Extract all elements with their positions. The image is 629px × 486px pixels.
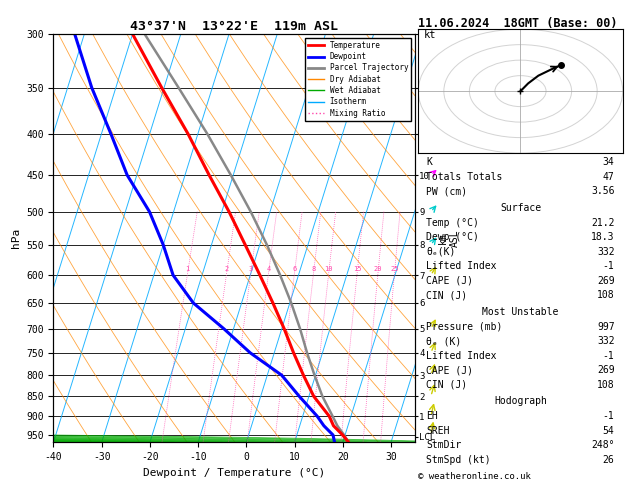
Text: 20: 20	[374, 266, 382, 272]
Text: 54: 54	[603, 426, 615, 435]
Y-axis label: hPa: hPa	[11, 228, 21, 248]
Text: Surface: Surface	[500, 203, 541, 213]
Text: 25: 25	[391, 266, 399, 272]
Text: CAPE (J): CAPE (J)	[426, 276, 474, 286]
Text: CIN (J): CIN (J)	[426, 380, 467, 390]
Text: θₑ(K): θₑ(K)	[426, 247, 456, 257]
Text: 332: 332	[597, 336, 615, 346]
Text: 18.3: 18.3	[591, 232, 615, 242]
Text: CIN (J): CIN (J)	[426, 291, 467, 300]
Text: 21.2: 21.2	[591, 218, 615, 227]
Text: SREH: SREH	[426, 426, 450, 435]
Text: Temp (°C): Temp (°C)	[426, 218, 479, 227]
Text: EH: EH	[426, 411, 438, 421]
Text: Most Unstable: Most Unstable	[482, 307, 559, 317]
Text: Pressure (mb): Pressure (mb)	[426, 322, 503, 331]
Text: 3.56: 3.56	[591, 187, 615, 196]
Text: -1: -1	[603, 351, 615, 361]
Text: 8: 8	[311, 266, 316, 272]
Text: 1: 1	[186, 266, 190, 272]
Text: 4: 4	[267, 266, 271, 272]
Text: Dewp (°C): Dewp (°C)	[426, 232, 479, 242]
Text: 332: 332	[597, 247, 615, 257]
Text: Lifted Index: Lifted Index	[426, 261, 497, 271]
Text: -1: -1	[603, 261, 615, 271]
Text: CAPE (J): CAPE (J)	[426, 365, 474, 375]
Text: 269: 269	[597, 276, 615, 286]
Text: PW (cm): PW (cm)	[426, 187, 467, 196]
Text: Totals Totals: Totals Totals	[426, 172, 503, 182]
Text: K: K	[426, 157, 432, 167]
Text: StmDir: StmDir	[426, 440, 462, 450]
X-axis label: Dewpoint / Temperature (°C): Dewpoint / Temperature (°C)	[143, 468, 325, 478]
Text: 11.06.2024  18GMT (Base: 00): 11.06.2024 18GMT (Base: 00)	[418, 17, 618, 30]
Y-axis label: km
ASL: km ASL	[438, 229, 460, 247]
Text: 2: 2	[225, 266, 229, 272]
Text: Hodograph: Hodograph	[494, 397, 547, 406]
Text: Lifted Index: Lifted Index	[426, 351, 497, 361]
Text: -1: -1	[603, 411, 615, 421]
Text: 47: 47	[603, 172, 615, 182]
Text: 15: 15	[353, 266, 362, 272]
Text: 269: 269	[597, 365, 615, 375]
Text: © weatheronline.co.uk: © weatheronline.co.uk	[418, 472, 531, 481]
Text: 10: 10	[325, 266, 333, 272]
Text: 3: 3	[249, 266, 253, 272]
Title: 43°37'N  13°22'E  119m ASL: 43°37'N 13°22'E 119m ASL	[130, 20, 338, 33]
Text: θₑ (K): θₑ (K)	[426, 336, 462, 346]
Text: 108: 108	[597, 380, 615, 390]
Legend: Temperature, Dewpoint, Parcel Trajectory, Dry Adiabat, Wet Adiabat, Isotherm, Mi: Temperature, Dewpoint, Parcel Trajectory…	[305, 38, 411, 121]
Text: 34: 34	[603, 157, 615, 167]
Text: 108: 108	[597, 291, 615, 300]
Text: 997: 997	[597, 322, 615, 331]
Text: 26: 26	[603, 455, 615, 465]
Text: StmSpd (kt): StmSpd (kt)	[426, 455, 491, 465]
Text: kt: kt	[423, 31, 436, 40]
Text: 248°: 248°	[591, 440, 615, 450]
Text: 6: 6	[292, 266, 297, 272]
